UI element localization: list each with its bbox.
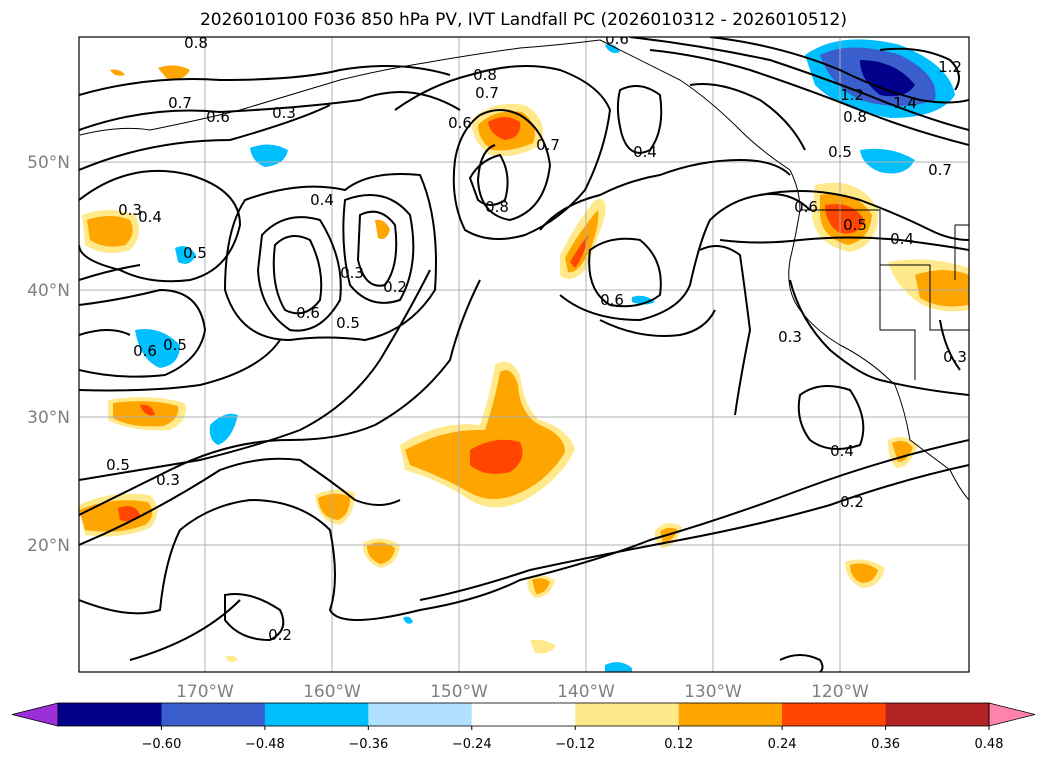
contour-label: 1.2 xyxy=(938,58,962,76)
map-title: 2026010100 F036 850 hPa PV, IVT Landfall… xyxy=(199,10,847,30)
contour-label: 0.8 xyxy=(184,34,208,52)
lat-label: 20°N xyxy=(27,536,70,556)
contour-label: 0.7 xyxy=(536,136,560,154)
colorbar-tick-label: 0.24 xyxy=(768,737,797,752)
contour-label: 0.6 xyxy=(794,198,818,216)
contour-label: 0.2 xyxy=(268,626,292,644)
contour-label: 0.7 xyxy=(928,161,952,179)
contour-label: 0.4 xyxy=(138,208,162,226)
contour-label: 0.3 xyxy=(778,328,802,346)
contour-label: 0.4 xyxy=(633,143,657,161)
contour-label: 1.2 xyxy=(840,86,864,104)
colorbar-tick-label: −0.36 xyxy=(348,737,388,752)
lon-label: 120°W xyxy=(811,682,869,702)
contour-label: 0.8 xyxy=(485,198,509,216)
lat-label: 30°N xyxy=(27,408,70,428)
contour-label: 1.4 xyxy=(893,94,917,112)
contour-label: 0.2 xyxy=(383,278,407,296)
colorbar-segment xyxy=(161,703,266,726)
contour-label: 0.5 xyxy=(828,143,852,161)
longitude-axis: 170°W 160°W 150°W 140°W 130°W 120°W xyxy=(176,682,869,702)
contour-label: 0.7 xyxy=(475,84,499,102)
colorbar-tick-label: 0.36 xyxy=(871,737,900,752)
colorbar-tick-label: −0.24 xyxy=(452,737,492,752)
contour-label: 0.6 xyxy=(296,304,320,322)
colorbar: −0.60 −0.48 −0.36 −0.24 −0.12 0.12 0.24 0.36 0.4… xyxy=(11,702,1036,752)
colorbar-segment xyxy=(678,703,783,726)
colorbar-tick-label: 0.12 xyxy=(664,737,693,752)
colorbar-tick-label: −0.60 xyxy=(142,737,182,752)
contour-label: 0.3 xyxy=(118,201,142,219)
contour-label: 0.4 xyxy=(830,442,854,460)
contour-label: 0.8 xyxy=(473,66,497,84)
lon-label: 170°W xyxy=(176,682,234,702)
contour-label: 0.6 xyxy=(448,114,472,132)
contour-label: 0.3 xyxy=(340,264,364,282)
lon-label: 130°W xyxy=(684,682,742,702)
contour-label: 0.6 xyxy=(133,342,157,360)
contour-label: 0.3 xyxy=(156,471,180,489)
contour-label: 0.4 xyxy=(890,230,914,248)
lon-label: 140°W xyxy=(557,682,615,702)
contour-label: 0.3 xyxy=(943,348,967,366)
colorbar-segment xyxy=(575,703,680,726)
lon-label: 150°W xyxy=(430,682,488,702)
lat-label: 40°N xyxy=(27,281,70,301)
contour-label: 0.8 xyxy=(843,108,867,126)
contour-label: 0.4 xyxy=(310,191,334,209)
colorbar-extend-low xyxy=(11,702,59,727)
contour-label: 0.5 xyxy=(843,216,867,234)
colorbar-segment xyxy=(58,703,162,726)
contour-label: 0.5 xyxy=(183,244,207,262)
lon-label: 160°W xyxy=(303,682,361,702)
colorbar-frame xyxy=(57,702,990,727)
colorbar-extend-high xyxy=(988,702,1036,727)
colorbar-tick-label: −0.12 xyxy=(555,737,595,752)
contour-labels: 0.8 0.7 0.6 0.3 0.8 0.7 0.6 0.7 0.4 0.5 … xyxy=(106,30,967,644)
coastlines xyxy=(79,39,969,501)
colorbar-segment xyxy=(782,703,887,726)
lat-label: 50°N xyxy=(27,153,70,173)
map-area: 0.8 0.7 0.6 0.3 0.8 0.7 0.6 0.7 0.4 0.5 … xyxy=(79,30,969,672)
contour-label: 0.5 xyxy=(163,336,187,354)
contour-label: 0.3 xyxy=(272,104,296,122)
contour-label: 0.6 xyxy=(600,291,624,309)
contour-label: 0.6 xyxy=(605,30,629,48)
colorbar-tick-label: 0.48 xyxy=(975,737,1004,752)
contour-label: 0.5 xyxy=(106,456,130,474)
contour-label: 0.5 xyxy=(336,314,360,332)
contour-label: 0.7 xyxy=(168,94,192,112)
shading-layer xyxy=(79,39,969,672)
colorbar-segment xyxy=(264,703,369,726)
colorbar-segment xyxy=(471,703,576,726)
contour-lines xyxy=(79,37,969,672)
colorbar-tick-label: −0.48 xyxy=(245,737,285,752)
contour-label: 0.2 xyxy=(840,493,864,511)
contour-label: 0.6 xyxy=(206,108,230,126)
colorbar-segment xyxy=(368,703,473,726)
colorbar-segment xyxy=(885,703,990,726)
latitude-axis: 50°N 40°N 30°N 20°N xyxy=(27,153,70,556)
map-frame xyxy=(78,36,970,673)
